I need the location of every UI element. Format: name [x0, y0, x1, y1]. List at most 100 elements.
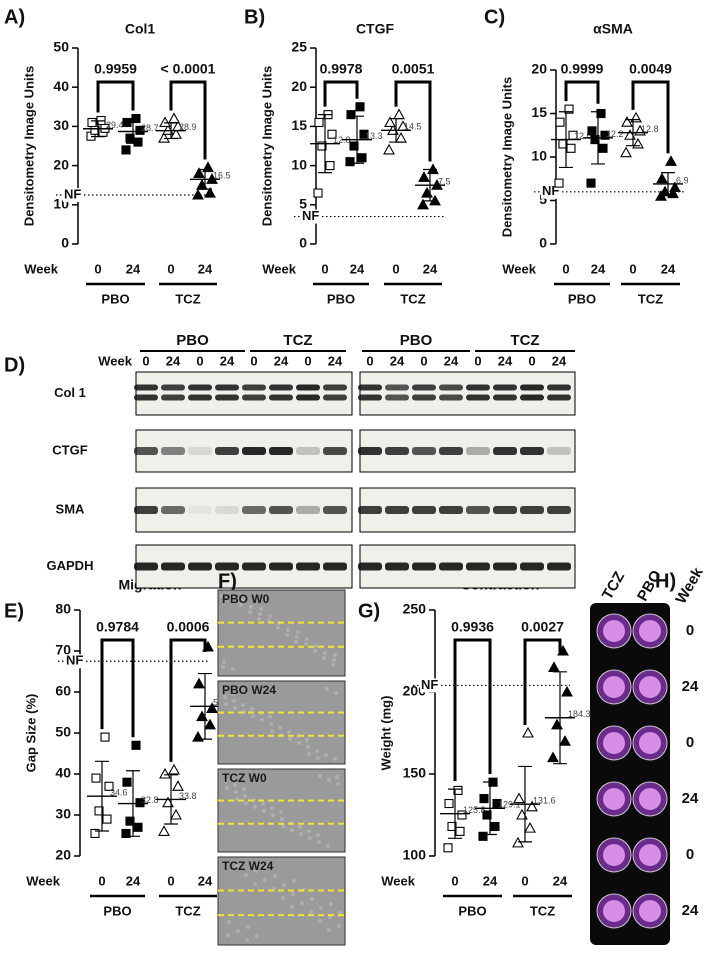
cell-texture	[273, 874, 277, 878]
comparison-bracket	[564, 80, 600, 104]
cell-texture	[278, 726, 282, 730]
p-value: 0.9978	[320, 61, 363, 77]
data-point	[479, 794, 489, 804]
y-tick-label: 50	[55, 724, 71, 740]
data-point	[313, 188, 323, 198]
blot-band	[412, 447, 436, 455]
cell-texture	[331, 663, 335, 667]
lane-label: 24	[444, 353, 459, 368]
cell-texture	[337, 924, 341, 928]
y-tick-label: 15	[291, 117, 307, 133]
data-point	[665, 155, 677, 166]
group-label: PBO	[458, 903, 486, 918]
data-point	[193, 167, 205, 178]
blot-group-label: PBO	[176, 332, 209, 349]
mean-value-label: 12.0	[574, 131, 592, 141]
data-point	[444, 798, 454, 809]
blot-band	[269, 562, 293, 571]
p-value: 0.9959	[94, 61, 137, 77]
panel-label: H)	[655, 570, 676, 592]
cell-texture	[327, 778, 331, 782]
cell-texture	[299, 832, 303, 836]
cell-texture	[296, 630, 300, 634]
cell-texture	[333, 653, 337, 657]
blot-band	[188, 506, 212, 514]
data-point	[447, 821, 457, 832]
cell-texture	[263, 878, 267, 882]
chart-title: αSMA	[593, 21, 633, 37]
cell-texture	[258, 612, 262, 616]
gel	[603, 732, 625, 754]
data-point	[170, 808, 182, 820]
data-point	[598, 143, 608, 153]
blot-band	[188, 394, 212, 401]
x-axis-label: Week	[262, 261, 296, 276]
blot-band	[188, 447, 212, 455]
sd-bar	[126, 770, 140, 837]
cell-texture	[322, 656, 326, 660]
sd-bar	[423, 168, 437, 202]
cell-texture	[327, 928, 331, 932]
data-point	[168, 763, 180, 775]
comparison-bracket	[169, 80, 207, 160]
nf-label: NF	[64, 186, 81, 201]
y-tick-label: 20	[291, 78, 307, 94]
blot-group-label: TCZ	[283, 332, 312, 349]
nf-label-bg	[301, 209, 321, 224]
comparison-bracket	[169, 638, 207, 762]
lane-label: 24	[166, 353, 181, 368]
blot-band	[520, 562, 544, 571]
blot-band	[161, 447, 185, 455]
cell-texture	[232, 699, 236, 703]
blot-band	[412, 562, 436, 571]
blot-band	[296, 384, 320, 391]
y-axis-label: Densitometry Image Units	[21, 66, 36, 226]
y-tick-label: 20	[55, 847, 71, 863]
data-point	[526, 800, 538, 812]
blot-band	[215, 506, 239, 514]
x-axis-label: Week	[24, 261, 58, 276]
mean-value-label: 125.8	[463, 805, 486, 815]
data-point	[168, 112, 180, 124]
data-point	[490, 821, 500, 832]
cell-texture	[325, 687, 329, 691]
gel	[639, 844, 661, 866]
data-point	[417, 198, 429, 210]
lane-label: 0	[196, 353, 203, 368]
sd-bar	[448, 788, 462, 839]
data-point	[159, 767, 171, 779]
x-tick-label: 24	[483, 873, 498, 888]
micrograph-label: TCZ W24	[222, 859, 274, 873]
data-point	[346, 110, 356, 120]
data-point	[453, 785, 463, 795]
p-value: 0.9999	[561, 61, 604, 77]
blot-band	[493, 506, 517, 514]
y-tick-label: 5	[539, 191, 547, 207]
blot-row-label: GAPDH	[47, 558, 94, 573]
x-tick-label: 24	[553, 873, 568, 888]
cell-texture	[334, 691, 338, 695]
data-point	[586, 178, 596, 188]
cell-texture	[222, 660, 226, 664]
mean-value-label: 34.6	[110, 788, 128, 798]
data-point	[524, 821, 536, 833]
blot-membrane	[135, 371, 353, 416]
blot-band	[493, 394, 517, 401]
data-point	[457, 810, 467, 820]
data-point	[206, 702, 218, 713]
micrograph-label: PBO W0	[222, 592, 270, 606]
cell-texture	[241, 703, 245, 707]
data-point	[355, 102, 365, 112]
cell-texture	[264, 865, 268, 869]
cell-texture	[244, 873, 248, 877]
data-point	[600, 130, 610, 140]
plate-row-label: 0	[686, 846, 694, 863]
sd-bar	[518, 765, 532, 843]
blot-band	[296, 506, 320, 514]
data-point	[492, 798, 502, 809]
gel	[603, 900, 625, 922]
y-tick-label: 0	[539, 235, 547, 251]
p-value: 0.0006	[167, 619, 210, 635]
cell-texture	[279, 810, 283, 814]
panel-label: B)	[244, 6, 265, 28]
